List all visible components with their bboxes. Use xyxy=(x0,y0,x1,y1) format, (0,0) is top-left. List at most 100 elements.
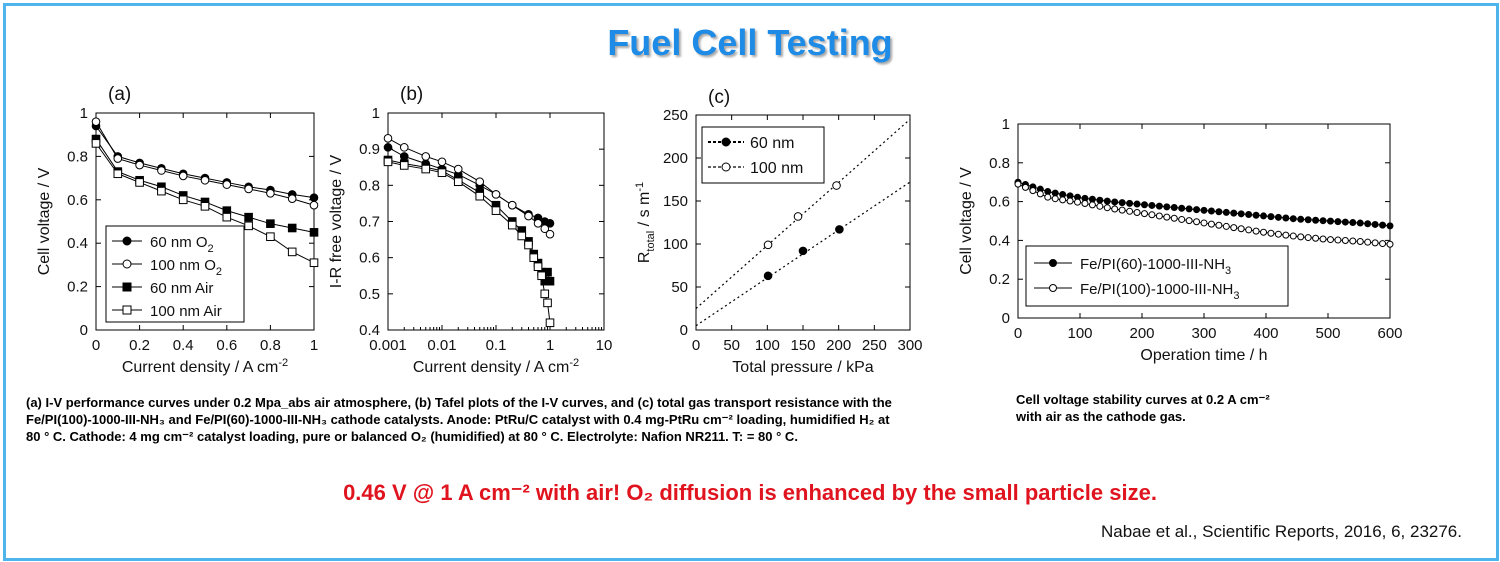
legend-marker xyxy=(1049,284,1057,292)
data-point xyxy=(157,186,166,196)
data-point xyxy=(537,271,546,281)
data-point xyxy=(1349,219,1357,227)
x-tick-label: 150 xyxy=(790,337,815,354)
data-point xyxy=(1185,217,1193,225)
data-point xyxy=(178,195,188,205)
data-point xyxy=(453,164,463,174)
x-tick-label: 300 xyxy=(897,337,922,354)
data-point xyxy=(1215,221,1223,229)
series-3 xyxy=(383,157,555,328)
y-tick-label: 0.8 xyxy=(359,177,380,194)
data-point xyxy=(1356,237,1364,245)
slide-title: Fuel Cell Testing xyxy=(607,22,893,63)
x-tick-label: 0.6 xyxy=(216,337,237,354)
y-axis-label: Cell voltage / V xyxy=(36,167,53,275)
data-point xyxy=(266,219,275,228)
data-point xyxy=(533,262,543,272)
data-point xyxy=(1267,213,1275,221)
data-point xyxy=(1111,205,1119,213)
data-point xyxy=(1200,219,1208,227)
data-point xyxy=(1282,214,1290,222)
x-tick-label: 0.8 xyxy=(260,337,281,354)
data-point xyxy=(1088,195,1096,203)
series-line xyxy=(387,161,551,323)
legend-marker xyxy=(122,236,132,246)
data-point xyxy=(1178,204,1186,212)
series-1 xyxy=(1014,180,1394,248)
legend-label: 100 nm O2 xyxy=(150,257,222,278)
data-point xyxy=(200,175,210,185)
x-tick-label: 0 xyxy=(92,337,100,354)
data-point xyxy=(1364,238,1372,246)
data-point xyxy=(1289,232,1297,240)
data-point xyxy=(798,246,808,256)
data-point xyxy=(244,221,253,231)
data-point xyxy=(545,318,555,328)
data-point xyxy=(1096,196,1104,204)
data-point xyxy=(1304,234,1312,242)
data-point xyxy=(1193,206,1201,214)
series-line xyxy=(95,138,315,233)
legend-marker xyxy=(122,282,132,292)
panel-c: 0 50 100 150 200 250 300 0 50 100 150 200 250 Total p… xyxy=(634,87,923,376)
data-point xyxy=(91,139,101,148)
data-point xyxy=(135,178,144,187)
data-point xyxy=(1379,221,1387,229)
y-tick-label: 150 xyxy=(663,193,688,210)
data-point xyxy=(1059,196,1067,204)
x-tick-label: 0 xyxy=(1014,325,1022,342)
y-tick-label: 0 xyxy=(1002,310,1010,327)
y-tick-label: 0.4 xyxy=(989,232,1010,249)
data-point xyxy=(453,177,463,187)
data-point xyxy=(1349,237,1357,245)
data-point xyxy=(244,184,253,194)
data-point xyxy=(543,298,552,308)
data-point xyxy=(1044,188,1052,196)
data-point xyxy=(507,200,517,210)
panel-b: 0.001 0.01 0.1 1 10 0.4 0.5 0.6 0.7 0.8 0.9 1 Curren… xyxy=(328,84,612,376)
data-point xyxy=(1140,210,1148,218)
data-point xyxy=(545,219,555,228)
data-point xyxy=(1096,202,1104,210)
x-axis-label: Operation time / h xyxy=(1140,347,1267,364)
data-point xyxy=(1051,195,1059,203)
y-tick-label: 0.8 xyxy=(989,155,1010,172)
data-point xyxy=(1252,227,1260,235)
x-tick-label: 200 xyxy=(826,337,851,354)
y-tick-label: 250 xyxy=(663,107,688,124)
data-point xyxy=(1326,236,1334,244)
legend-label: Fe/PI(100)-1000-III-NH3 xyxy=(1080,281,1240,302)
data-point xyxy=(529,253,539,262)
data-point xyxy=(524,211,533,221)
highlight-statement: 0.46 V @ 1 A cm⁻² with air! O₂ diffusion… xyxy=(343,480,1157,505)
data-point xyxy=(266,232,275,241)
data-point xyxy=(421,164,431,174)
data-point xyxy=(507,220,517,230)
data-point xyxy=(1386,222,1394,230)
data-point xyxy=(1245,211,1253,219)
caption-right-line1: Cell voltage stability curves at 0.2 A c… xyxy=(1016,392,1270,407)
data-point xyxy=(222,212,232,222)
legend-label: 60 nm xyxy=(750,135,794,152)
data-point xyxy=(1044,193,1052,201)
data-point xyxy=(1274,213,1282,221)
data-point xyxy=(178,171,188,181)
legend-marker xyxy=(721,137,731,147)
x-tick-label: 0 xyxy=(692,337,700,354)
data-point xyxy=(399,152,409,161)
x-tick-label: 0.01 xyxy=(427,337,456,354)
data-point xyxy=(421,152,431,161)
data-point xyxy=(1312,216,1320,224)
series-1 xyxy=(383,134,555,239)
data-point xyxy=(399,161,409,170)
data-point xyxy=(1118,206,1126,214)
data-point xyxy=(475,191,485,201)
data-point xyxy=(1230,209,1238,217)
y-tick-label: 100 xyxy=(663,236,688,253)
series-1 xyxy=(91,117,319,210)
data-point xyxy=(1074,198,1082,206)
data-point xyxy=(1356,219,1364,227)
data-point xyxy=(266,188,275,198)
data-point xyxy=(437,157,447,167)
data-point xyxy=(1103,197,1111,205)
